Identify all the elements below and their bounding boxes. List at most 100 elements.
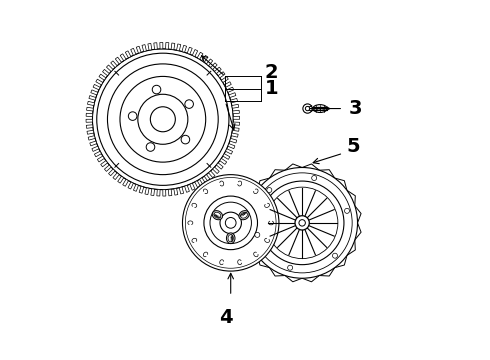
Polygon shape	[227, 146, 228, 149]
Polygon shape	[224, 151, 225, 154]
Polygon shape	[211, 169, 213, 171]
Circle shape	[128, 112, 137, 120]
Polygon shape	[86, 125, 93, 128]
Polygon shape	[145, 188, 149, 195]
Polygon shape	[217, 73, 218, 76]
Polygon shape	[108, 169, 115, 176]
Polygon shape	[171, 43, 175, 50]
Circle shape	[225, 217, 236, 228]
Polygon shape	[229, 141, 230, 144]
Ellipse shape	[212, 211, 222, 220]
Polygon shape	[124, 178, 126, 179]
Polygon shape	[88, 136, 95, 140]
Circle shape	[260, 181, 344, 265]
Polygon shape	[199, 178, 205, 185]
Polygon shape	[120, 54, 126, 61]
Polygon shape	[220, 158, 227, 165]
Polygon shape	[101, 154, 103, 156]
Circle shape	[299, 220, 305, 226]
Ellipse shape	[226, 233, 235, 244]
Polygon shape	[148, 44, 152, 50]
Polygon shape	[113, 173, 119, 180]
Circle shape	[138, 94, 188, 144]
Polygon shape	[233, 116, 240, 119]
Ellipse shape	[313, 105, 327, 112]
Polygon shape	[187, 184, 190, 185]
Circle shape	[93, 49, 233, 190]
Circle shape	[288, 265, 293, 270]
Polygon shape	[190, 54, 192, 55]
Polygon shape	[109, 72, 111, 73]
Polygon shape	[185, 185, 190, 192]
Polygon shape	[221, 77, 228, 82]
Polygon shape	[93, 84, 100, 90]
Polygon shape	[133, 183, 136, 184]
Polygon shape	[206, 59, 213, 66]
Polygon shape	[115, 171, 117, 173]
Polygon shape	[95, 151, 101, 157]
Polygon shape	[231, 103, 232, 105]
Polygon shape	[204, 175, 210, 181]
Polygon shape	[125, 51, 131, 58]
Polygon shape	[195, 181, 200, 188]
Polygon shape	[86, 113, 93, 117]
Circle shape	[150, 107, 175, 132]
Polygon shape	[174, 188, 178, 195]
Circle shape	[255, 233, 260, 237]
Polygon shape	[99, 149, 100, 151]
Circle shape	[247, 167, 358, 278]
Polygon shape	[151, 189, 154, 195]
Polygon shape	[231, 98, 238, 103]
Text: 3: 3	[348, 99, 362, 118]
Polygon shape	[197, 52, 203, 59]
Polygon shape	[230, 98, 231, 100]
Polygon shape	[99, 74, 106, 80]
Polygon shape	[128, 182, 133, 189]
Polygon shape	[90, 141, 97, 146]
Polygon shape	[169, 189, 172, 196]
Polygon shape	[115, 57, 122, 64]
Circle shape	[204, 196, 258, 249]
Circle shape	[303, 104, 312, 113]
Circle shape	[152, 85, 161, 94]
Circle shape	[267, 187, 338, 258]
Polygon shape	[192, 50, 197, 57]
Circle shape	[210, 202, 251, 244]
Polygon shape	[213, 69, 215, 72]
Ellipse shape	[214, 212, 221, 218]
Polygon shape	[197, 179, 199, 181]
Circle shape	[220, 212, 242, 234]
Polygon shape	[103, 80, 104, 82]
Polygon shape	[96, 79, 103, 85]
Polygon shape	[119, 175, 122, 176]
Polygon shape	[92, 146, 99, 152]
Polygon shape	[217, 163, 223, 169]
Polygon shape	[224, 82, 231, 87]
Circle shape	[146, 143, 155, 151]
Circle shape	[107, 64, 218, 175]
Polygon shape	[166, 42, 169, 49]
Polygon shape	[96, 95, 97, 98]
Polygon shape	[139, 186, 144, 193]
Polygon shape	[149, 188, 152, 189]
Polygon shape	[101, 161, 108, 167]
Polygon shape	[232, 127, 239, 131]
Polygon shape	[126, 58, 128, 59]
Polygon shape	[209, 66, 211, 68]
Polygon shape	[229, 93, 236, 98]
Polygon shape	[122, 61, 124, 62]
Polygon shape	[100, 85, 101, 87]
Polygon shape	[182, 45, 187, 52]
Polygon shape	[215, 165, 217, 167]
Circle shape	[305, 107, 310, 111]
Ellipse shape	[228, 235, 233, 242]
Circle shape	[185, 100, 194, 108]
Polygon shape	[160, 42, 163, 49]
Polygon shape	[122, 179, 128, 186]
Polygon shape	[209, 171, 215, 178]
Circle shape	[312, 176, 317, 180]
Polygon shape	[218, 72, 225, 78]
Polygon shape	[231, 133, 238, 137]
Circle shape	[344, 208, 349, 213]
Polygon shape	[233, 110, 240, 114]
